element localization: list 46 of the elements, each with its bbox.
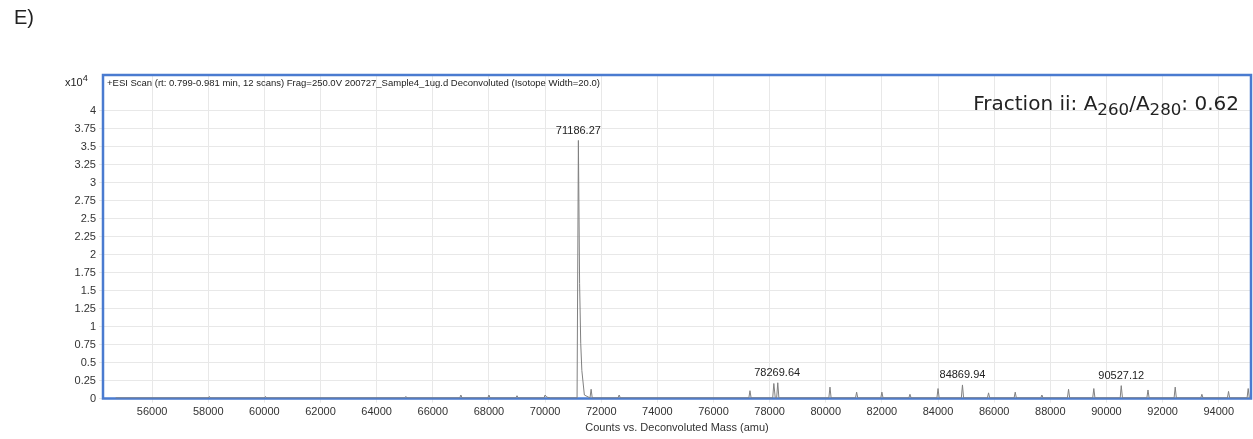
x-axis-title: Counts vs. Deconvoluted Mass (amu) — [585, 421, 769, 434]
y-axis-title: x10$^{4}$ — [65, 73, 88, 88]
y-tick-label: 3.5 — [80, 139, 96, 152]
y-tick-label: 1.5 — [80, 283, 96, 296]
x-tick-label: 90000 — [1091, 405, 1122, 418]
x-tick-label: 92000 — [1147, 405, 1178, 418]
y-tick-label: 2 — [89, 247, 96, 260]
annotation: 78269.64 — [754, 366, 801, 379]
annotation: 71186.27 — [555, 123, 601, 136]
x-tick-label: 66000 — [417, 405, 449, 418]
y-tick-label: 2.75 — [74, 193, 96, 206]
y-tick-label: 2.25 — [74, 229, 96, 242]
x-tick-label: 70000 — [529, 405, 561, 418]
y-tick-label: 0.25 — [74, 373, 96, 386]
x-tick-label: 56000 — [136, 405, 168, 418]
x-tick-label: 74000 — [642, 405, 673, 418]
x-tick-label: 82000 — [866, 405, 898, 418]
x-tick-label: 94000 — [1203, 405, 1235, 418]
annotation: 84869.94 — [939, 368, 986, 381]
x-tick-label: 60000 — [249, 405, 280, 418]
x-tick-label: 62000 — [305, 405, 336, 418]
x-tick-label: 64000 — [361, 405, 392, 418]
x-tick-label: 76000 — [698, 405, 729, 418]
x-tick-label: 58000 — [192, 405, 224, 418]
text: E) — [14, 6, 34, 29]
y-tick-label: 0.5 — [80, 355, 96, 368]
y-tick-label: 3.75 — [74, 121, 96, 134]
annotation: +ESI Scan (rt: 0.799-0.981 min, 12 scans) Frag=250.0V 200727_Sample4_1ug.d Deconvoluted (Isotope Width=20.0) — [107, 77, 600, 88]
y-tick-label: 3.25 — [74, 157, 96, 170]
y-tick-label: 3 — [89, 175, 96, 188]
x-tick-label: 86000 — [978, 405, 1010, 418]
x-tick-label: 68000 — [473, 405, 505, 418]
x-tick-label: 88000 — [1035, 405, 1066, 418]
annotation: 90527.12 — [1098, 369, 1145, 382]
y-tick-label: 1.25 — [74, 301, 96, 314]
y-tick-label: 1 — [89, 319, 96, 332]
x-tick-label: 78000 — [754, 405, 785, 418]
y-tick-label: 4 — [89, 103, 96, 116]
y-tick-label: 0.75 — [74, 337, 96, 350]
y-tick-label: 0 — [89, 391, 96, 404]
y-tick-label: 1.75 — [74, 265, 96, 278]
x-tick-label: 80000 — [810, 405, 842, 418]
y-tick-label: 2.5 — [80, 211, 96, 224]
x-tick-label: 72000 — [585, 405, 617, 418]
annotation: Fraction ii: A$_{260}$/A$_{280}$: 0.62 — [973, 91, 1239, 119]
x-tick-label: 84000 — [922, 405, 954, 418]
